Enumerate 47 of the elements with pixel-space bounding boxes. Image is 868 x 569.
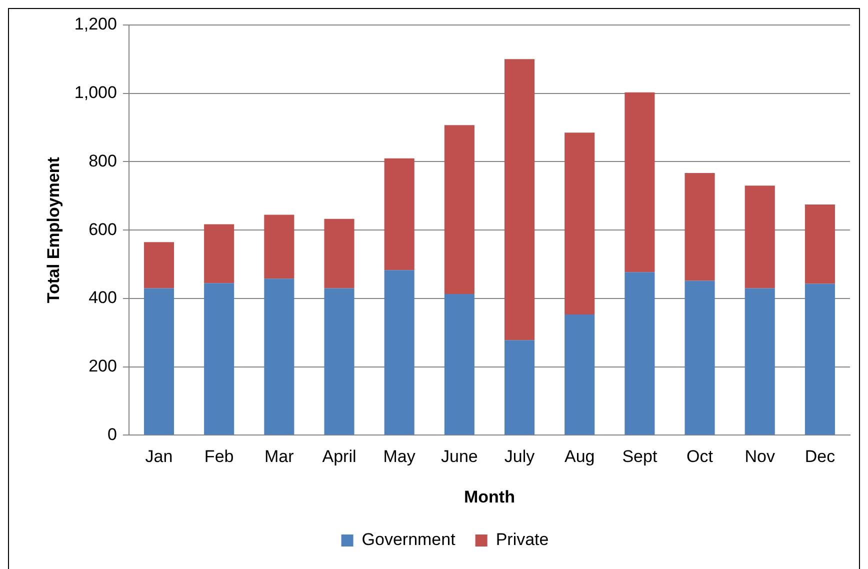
bar [804,204,835,284]
bar [324,218,354,288]
legend-label: Government [362,530,456,550]
y-tick-label: 400 [88,288,117,308]
x-axis-title: Month [464,487,515,506]
bar [444,125,474,294]
bar [204,224,234,284]
x-tick-label: July [504,447,536,466]
bar [384,158,414,270]
bar [684,280,715,435]
y-tick-label: 600 [88,220,117,239]
y-tick-label: 200 [88,356,117,376]
bar [624,92,655,272]
x-tick-label: April [322,447,356,466]
x-tick-label: Oct [686,447,714,466]
bar [204,283,234,435]
y-tick-label: 0 [107,424,117,444]
bar [444,294,474,435]
x-tick-label: Mar [264,447,294,466]
bar [564,132,595,315]
bar [144,242,174,288]
bar [264,214,294,279]
bar [624,272,655,435]
bar [324,288,354,435]
bar [384,270,414,435]
y-tick-label: 1,000 [74,83,117,102]
x-tick-label: Nov [744,447,776,466]
legend-label: Private [496,530,549,550]
y-tick-label: 1,200 [74,14,117,34]
bar [504,340,535,435]
x-tick-label: Sept [622,447,658,466]
bar [144,288,174,435]
bar [564,314,595,435]
bar [264,278,294,435]
x-tick-label: Aug [564,447,595,466]
x-tick-label: Dec [804,447,836,466]
bar [744,186,775,288]
bar [504,59,535,340]
y-tick-label: 800 [88,151,117,170]
bar [804,284,835,435]
y-axis-title: Total Employment [44,156,63,304]
x-tick-label: May [383,447,416,466]
bar [744,288,775,435]
bar [684,173,715,281]
x-tick-label: June [440,447,478,466]
x-tick-label: Feb [204,447,234,466]
x-tick-label: Jan [145,447,173,466]
